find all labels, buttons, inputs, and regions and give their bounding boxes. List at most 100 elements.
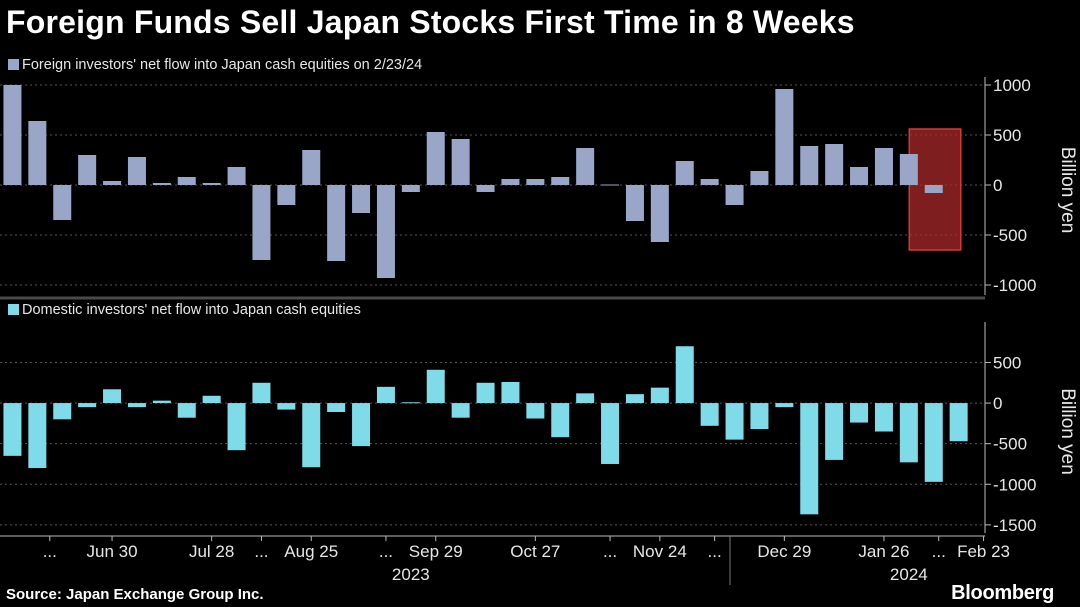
domestic-panel-bg bbox=[0, 298, 985, 533]
foreign-bar bbox=[874, 148, 893, 185]
foreign-y-tick-label: -500 bbox=[993, 226, 1027, 245]
x-tick-label: ... bbox=[379, 542, 393, 561]
domestic-legend-label: Domestic investors' net flow into Japan … bbox=[22, 302, 361, 318]
foreign-bar bbox=[78, 155, 97, 185]
domestic-bar bbox=[152, 400, 171, 404]
foreign-bar bbox=[700, 179, 719, 185]
x-tick-label: ... bbox=[932, 542, 946, 561]
domestic-bar bbox=[376, 386, 395, 404]
foreign-y-axis-label: Billion yen bbox=[1057, 147, 1078, 234]
foreign-bar bbox=[227, 167, 246, 185]
domestic-y-tick-label: -1000 bbox=[993, 475, 1036, 494]
domestic-bar bbox=[177, 403, 196, 418]
domestic-bar bbox=[924, 403, 943, 482]
x-tick-label: Aug 25 bbox=[284, 542, 338, 561]
x-tick-label: Oct 27 bbox=[510, 542, 560, 561]
domestic-bar bbox=[302, 403, 321, 468]
domestic-bar bbox=[3, 403, 22, 456]
domestic-bar bbox=[327, 403, 346, 413]
x-tick-label: Feb 23 bbox=[957, 542, 1010, 561]
x-tick-label: Jul 28 bbox=[189, 542, 234, 561]
foreign-bar bbox=[501, 179, 520, 185]
foreign-bar bbox=[476, 185, 495, 192]
domestic-bar bbox=[127, 403, 146, 408]
domestic-bar bbox=[526, 403, 545, 419]
foreign-y-tick-label: 500 bbox=[993, 126, 1021, 145]
domestic-bar bbox=[401, 402, 420, 404]
foreign-bar bbox=[426, 132, 445, 185]
domestic-bar bbox=[825, 403, 844, 460]
foreign-bar bbox=[725, 185, 744, 205]
domestic-y-tick-label: 0 bbox=[993, 394, 1002, 413]
year-label: 2024 bbox=[890, 565, 928, 584]
foreign-bar bbox=[924, 185, 943, 193]
foreign-bar bbox=[127, 157, 146, 185]
domestic-legend-swatch bbox=[8, 304, 19, 315]
foreign-bar bbox=[177, 177, 196, 185]
x-tick-label: Jun 30 bbox=[87, 542, 138, 561]
foreign-bar bbox=[152, 183, 171, 185]
foreign-bar bbox=[825, 144, 844, 185]
chart-title: Foreign Funds Sell Japan Stocks First Ti… bbox=[6, 4, 855, 40]
x-tick-label: ... bbox=[708, 542, 722, 561]
foreign-bar bbox=[526, 179, 545, 185]
foreign-bar bbox=[551, 177, 570, 185]
domestic-bar bbox=[725, 403, 744, 440]
foreign-bar bbox=[899, 154, 918, 185]
x-tick-label: ... bbox=[254, 542, 268, 561]
domestic-bar bbox=[750, 403, 769, 430]
domestic-bar bbox=[601, 403, 620, 464]
foreign-bar bbox=[252, 185, 271, 260]
foreign-legend-label: Foreign investors' net flow into Japan c… bbox=[22, 57, 422, 73]
x-tick-label: Dec 29 bbox=[757, 542, 811, 561]
foreign-bar bbox=[850, 167, 869, 185]
foreign-bar bbox=[750, 171, 769, 185]
x-tick-label: ... bbox=[603, 542, 617, 561]
domestic-bar bbox=[103, 389, 122, 404]
bloomberg-logo: Bloomberg bbox=[951, 582, 1054, 604]
foreign-bar bbox=[401, 185, 420, 192]
domestic-bar bbox=[53, 403, 72, 420]
domestic-bar bbox=[874, 403, 893, 432]
foreign-y-tick-label: -1000 bbox=[993, 276, 1036, 295]
domestic-bar bbox=[476, 382, 495, 404]
foreign-panel-bg bbox=[0, 53, 985, 295]
foreign-bar bbox=[103, 181, 122, 185]
domestic-bar bbox=[775, 403, 794, 408]
domestic-bar bbox=[501, 381, 520, 404]
year-label: 2023 bbox=[392, 565, 430, 584]
x-tick-label: Sep 29 bbox=[409, 542, 463, 561]
foreign-bar bbox=[576, 148, 595, 185]
x-tick-label: ... bbox=[43, 542, 57, 561]
foreign-bar bbox=[3, 85, 22, 185]
domestic-bar bbox=[277, 403, 296, 410]
domestic-y-tick-label: -500 bbox=[993, 435, 1027, 454]
foreign-bar bbox=[327, 185, 346, 261]
foreign-bar bbox=[800, 146, 819, 185]
foreign-bar bbox=[352, 185, 371, 213]
foreign-bar bbox=[775, 89, 794, 185]
domestic-y-tick-label: -1500 bbox=[993, 516, 1036, 535]
foreign-bar bbox=[376, 185, 395, 278]
domestic-bar bbox=[949, 403, 968, 442]
domestic-y-axis-label: Billion yen bbox=[1057, 388, 1078, 475]
domestic-bar bbox=[227, 403, 246, 451]
domestic-bar bbox=[352, 403, 371, 447]
foreign-bar bbox=[601, 184, 620, 186]
domestic-bar bbox=[675, 346, 694, 404]
foreign-legend-swatch bbox=[8, 59, 19, 70]
x-tick-label: Jan 26 bbox=[858, 542, 909, 561]
foreign-bar bbox=[277, 185, 296, 205]
foreign-bar bbox=[675, 161, 694, 185]
x-tick-label: Nov 24 bbox=[633, 542, 687, 561]
foreign-bar bbox=[451, 139, 470, 185]
domestic-bar bbox=[625, 394, 644, 404]
domestic-bar bbox=[252, 382, 271, 404]
domestic-bar bbox=[576, 393, 595, 404]
domestic-bar bbox=[650, 387, 669, 404]
domestic-bar bbox=[899, 403, 918, 463]
foreign-bar bbox=[625, 185, 644, 221]
domestic-bar bbox=[28, 403, 47, 469]
domestic-bar bbox=[551, 403, 570, 438]
